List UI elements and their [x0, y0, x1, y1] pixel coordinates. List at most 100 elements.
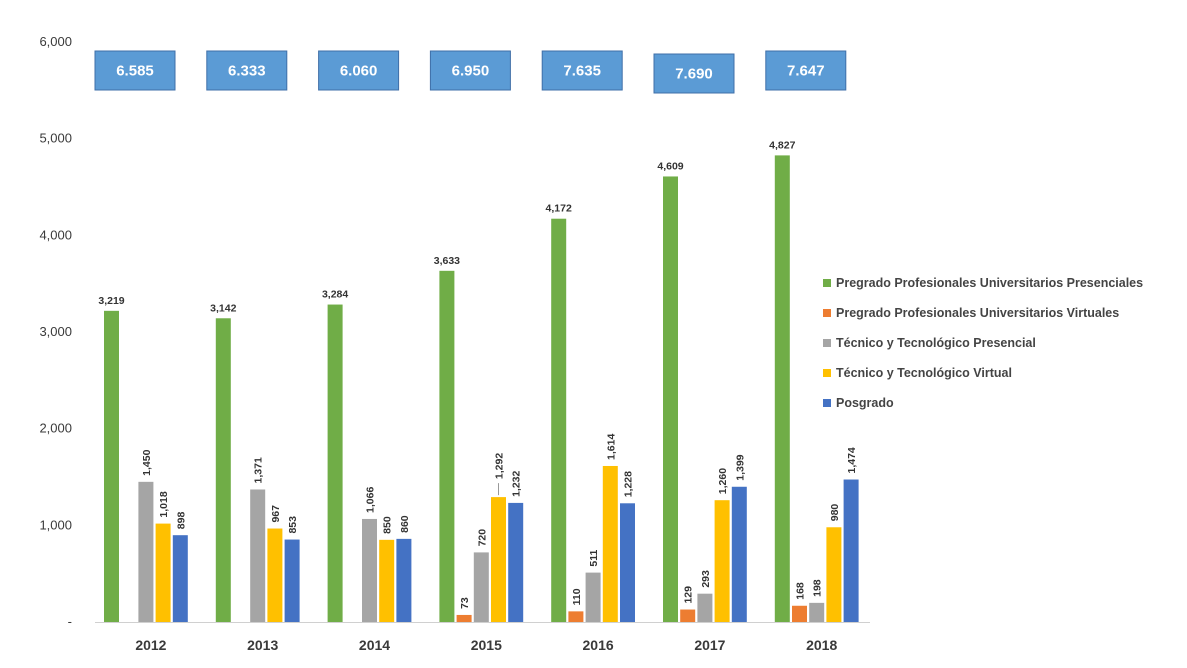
- y-tick-label: 5,000: [39, 131, 72, 146]
- data-label: 4,172: [546, 203, 572, 215]
- data-label: 3,142: [210, 302, 236, 314]
- x-tick-label: 2014: [359, 637, 390, 653]
- x-axis: 2012 2013 2014 2015 2016 2017 2018: [95, 622, 870, 653]
- data-label: 73: [459, 597, 471, 609]
- data-label: 720: [476, 529, 488, 547]
- data-label: 511: [588, 550, 600, 567]
- bar: [215, 318, 231, 622]
- data-label: 1,474: [846, 447, 858, 473]
- bar: [362, 518, 377, 622]
- bar: [792, 605, 807, 622]
- bar: [379, 539, 395, 622]
- total-label: 6.060: [340, 63, 378, 80]
- bar: [396, 538, 412, 622]
- bar: [439, 270, 455, 622]
- data-label: 1,399: [734, 454, 746, 480]
- x-tick-label: 2015: [471, 637, 502, 653]
- y-tick-label: 3,000: [39, 324, 72, 339]
- total-label: 6.585: [116, 63, 154, 80]
- bar: [680, 609, 696, 622]
- bars: 3,219 3,142 3,284 3,633 4,172 4,609 4,827 73 110…: [98, 139, 859, 623]
- legend-label: Pregrado Profesionales Universitarios Pr…: [836, 276, 1143, 290]
- total-label: 7.647: [787, 63, 825, 80]
- total-box: [541, 50, 623, 91]
- data-label: 3,633: [434, 255, 460, 267]
- y-tick-label: 6,000: [39, 34, 72, 49]
- bar: [714, 500, 730, 622]
- total-label: 6.950: [452, 63, 490, 80]
- data-label: 1,232: [511, 470, 523, 496]
- data-label: 293: [700, 570, 712, 588]
- bar: [508, 502, 524, 622]
- bar: [663, 176, 678, 623]
- y-tick-label: 1,000: [39, 517, 72, 532]
- x-tick-label: 2016: [583, 637, 614, 653]
- bar: [250, 489, 266, 622]
- bar: [138, 481, 154, 622]
- y-tick-label: 2,000: [39, 421, 72, 436]
- data-label: 198: [812, 579, 824, 597]
- total-label: 7.690: [675, 66, 713, 83]
- data-label: 1,066: [365, 487, 377, 513]
- data-label: 1,614: [605, 434, 617, 460]
- bar: [602, 465, 618, 622]
- total-label: 6.333: [228, 63, 266, 80]
- data-label: 129: [683, 586, 695, 604]
- data-label: 850: [382, 516, 394, 534]
- y-tick-label: 4,000: [39, 227, 72, 242]
- data-label: 3,219: [98, 295, 124, 307]
- bar: [456, 614, 472, 622]
- data-label: 3,284: [322, 289, 348, 301]
- data-label: 967: [270, 505, 282, 523]
- legend-swatch: [823, 369, 831, 377]
- y-tick-label: -: [68, 614, 72, 629]
- legend: Pregrado Profesionales Universitarios Pr…: [823, 276, 1143, 410]
- x-tick-label: 2012: [135, 637, 166, 653]
- data-label: 1,018: [158, 491, 170, 517]
- data-label: 4,609: [657, 160, 683, 172]
- legend-swatch: [823, 279, 831, 287]
- data-label: 980: [829, 504, 841, 522]
- y-axis: - 1,000 2,000 3,000 4,000 5,000 6,000: [39, 34, 72, 629]
- bar: [774, 155, 790, 622]
- data-label: 1,228: [623, 471, 635, 497]
- data-label: 1,292: [494, 453, 506, 479]
- bar: [620, 503, 635, 622]
- data-label: 168: [795, 582, 807, 600]
- legend-label: Pregrado Profesionales Universitarios Vi…: [836, 306, 1119, 320]
- legend-label: Técnico y Tecnológico Presencial: [836, 336, 1036, 350]
- total-box: [765, 50, 847, 91]
- legend-swatch: [823, 309, 831, 317]
- bar: [809, 602, 825, 622]
- x-tick-label: 2013: [247, 637, 278, 653]
- bar: [491, 497, 506, 622]
- total-box: [429, 50, 511, 91]
- legend-label: Técnico y Tecnológico Virtual: [836, 366, 1012, 380]
- bar: [284, 539, 300, 622]
- bar: [267, 528, 283, 622]
- bar: [473, 552, 489, 622]
- bar: [568, 611, 584, 622]
- bar: [104, 310, 119, 622]
- x-tick-label: 2017: [694, 637, 725, 653]
- bar: [172, 535, 188, 622]
- total-box: [318, 50, 400, 91]
- totals-row: 6.585 6.333 6.060 6.950 7.635 7.690 7.647: [94, 50, 847, 94]
- data-label: 860: [399, 515, 411, 533]
- data-label: 1,260: [717, 468, 729, 494]
- data-label: 1,371: [253, 457, 265, 483]
- legend-swatch: [823, 339, 831, 347]
- legend-swatch: [823, 399, 831, 407]
- legend-label: Posgrado: [836, 396, 894, 410]
- bar: [155, 523, 171, 622]
- bar: [843, 479, 859, 622]
- data-label: 4,827: [769, 139, 795, 151]
- bar: [551, 218, 567, 622]
- bar: [327, 304, 343, 622]
- bar: [697, 593, 713, 622]
- data-label: 898: [175, 512, 187, 530]
- bar: [826, 527, 842, 622]
- total-box: [206, 50, 288, 91]
- data-label: 110: [571, 588, 583, 605]
